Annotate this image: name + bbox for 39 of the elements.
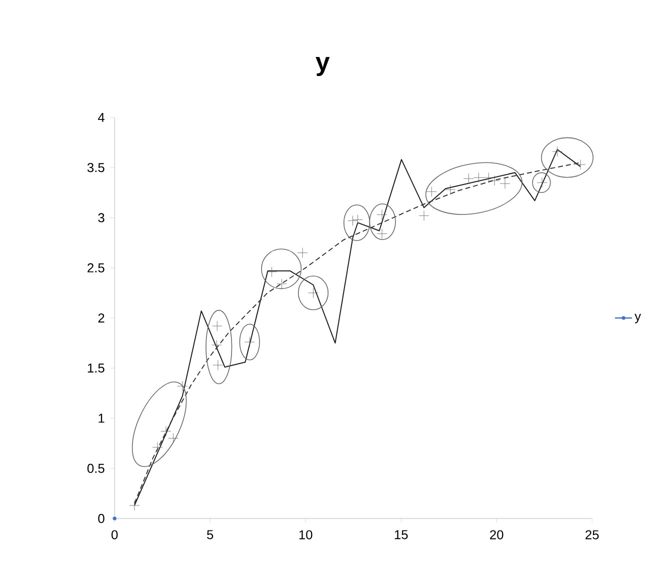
point xyxy=(129,500,140,511)
point xyxy=(297,248,308,258)
legend-label: y xyxy=(634,314,642,324)
point xyxy=(552,146,562,157)
point xyxy=(445,184,456,195)
point xyxy=(152,442,163,453)
x-tick-label: 20 xyxy=(490,530,504,540)
point xyxy=(160,426,172,437)
point xyxy=(376,228,388,240)
point xyxy=(376,210,388,220)
point xyxy=(212,320,222,332)
y-tick-label: 1 xyxy=(98,414,104,423)
point xyxy=(168,433,178,444)
point xyxy=(212,360,224,370)
point xyxy=(276,278,287,290)
point xyxy=(112,516,116,520)
y-tick-label: 2 xyxy=(98,314,104,323)
y-tick-label: 0 xyxy=(98,514,104,524)
y-tick-label: 2.5 xyxy=(88,263,104,273)
chart-title: y xyxy=(316,57,330,76)
point xyxy=(426,186,437,197)
y-tick-label: 3.5 xyxy=(87,163,104,172)
point xyxy=(473,172,484,183)
x-tick-label: 10 xyxy=(299,530,312,540)
point xyxy=(177,381,188,392)
y-tick-label: 0.5 xyxy=(87,464,104,474)
point xyxy=(211,340,222,350)
x-tick-label: 25 xyxy=(586,530,599,540)
point xyxy=(500,178,510,189)
x-tick-label: 15 xyxy=(394,530,408,540)
y-tick-label: 3 xyxy=(98,213,104,222)
x-tick-label: 0 xyxy=(112,530,118,540)
y-tick-label: 1.5 xyxy=(88,364,104,373)
x-tick-label: 5 xyxy=(207,530,214,540)
point xyxy=(575,160,586,170)
point xyxy=(464,174,474,184)
y-tick-label: 4 xyxy=(98,113,104,122)
point xyxy=(418,210,430,222)
point xyxy=(266,266,277,278)
